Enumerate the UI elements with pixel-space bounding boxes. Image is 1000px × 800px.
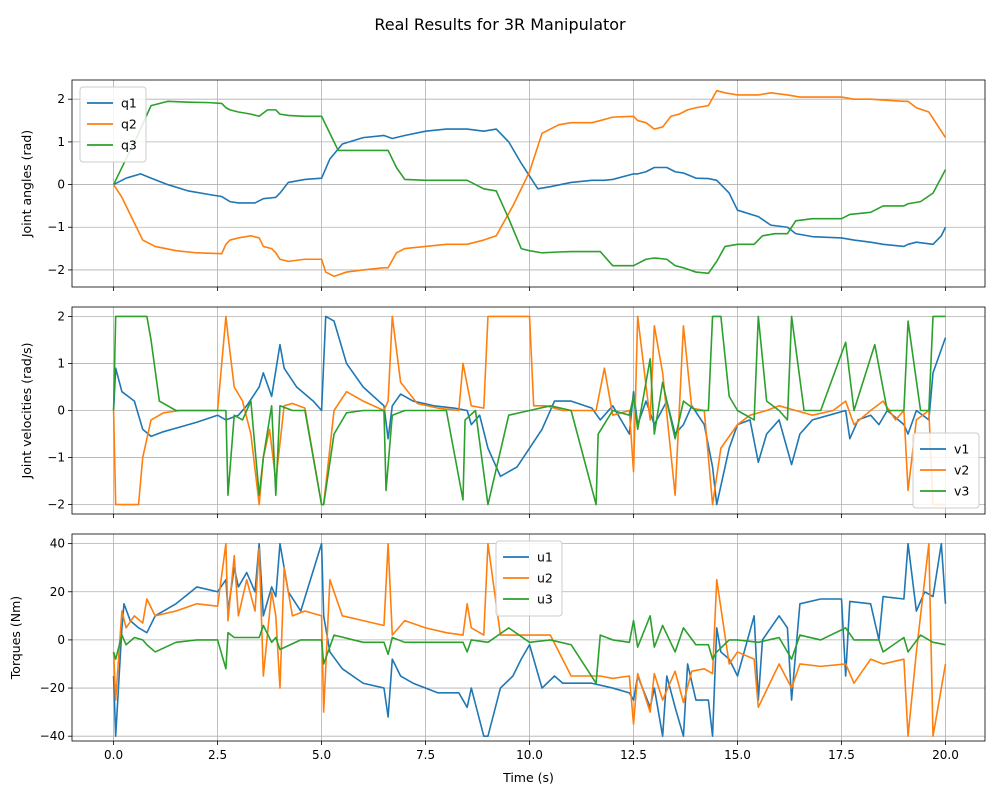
y-tick-label: 0	[57, 178, 65, 192]
series-line-v2	[112, 315, 946, 506]
y-tick-label: 0	[57, 633, 65, 647]
y-tick-label: 20	[50, 585, 65, 599]
series-line-q1	[113, 128, 947, 248]
subplot-2: −2 −1 0 1 2 Joint velocities (rad/s) v1 v2 v3	[19, 306, 986, 518]
legend-label-u3: u3	[537, 592, 553, 607]
x-tick-label: 2.5	[208, 748, 227, 762]
y-tick-label: 40	[50, 537, 65, 551]
y-tick-label: −2	[47, 498, 65, 512]
series-line-v1	[112, 315, 947, 506]
figure-title: Real Results for 3R Manipulator	[374, 15, 626, 34]
legend-label-v2: v2	[954, 463, 969, 478]
subplot-1: −2 −1 0 1 2 Joint angles (rad) q1 q2 q3	[19, 79, 986, 291]
series-line-q3	[112, 100, 947, 275]
legend-label-q1: q1	[121, 96, 137, 111]
y-tick-label: 1	[57, 135, 65, 149]
subplot-3: 0.0 2.5 5.0 7.5 10.0 12.5 15.0 17.5 20.0 −40 −20 0 2…	[8, 533, 986, 785]
x-tick-label: 10.0	[516, 748, 543, 762]
series-line-u1	[112, 542, 947, 737]
series-line-u2	[112, 542, 947, 737]
axes-frame	[71, 79, 986, 288]
y-tick-label: 2	[57, 92, 65, 106]
y-axis-label: Joint angles (rad)	[19, 130, 34, 238]
legend-label-v3: v3	[954, 484, 969, 499]
x-axis-label: Time (s)	[502, 770, 554, 785]
series-line-v3	[112, 315, 946, 506]
x-tick-label: 20.0	[932, 748, 959, 762]
axes-frame	[71, 533, 986, 742]
y-tick-label: −1	[47, 220, 65, 234]
legend-label-q2: q2	[121, 117, 137, 132]
legend-label-u1: u1	[537, 550, 553, 565]
x-tick-label: 5.0	[312, 748, 331, 762]
legend: v1 v2 v3	[912, 432, 980, 509]
y-tick-label: 0	[57, 404, 65, 418]
y-tick-label: −1	[47, 451, 65, 465]
series-line-u3	[112, 615, 946, 685]
x-tick-label: 7.5	[416, 748, 435, 762]
y-tick-label: 1	[57, 356, 65, 370]
x-tick-label: 17.5	[828, 748, 855, 762]
y-tick-label: −2	[47, 263, 65, 277]
legend: q1 q2 q3	[79, 86, 147, 163]
y-tick-label: 2	[57, 309, 65, 323]
series-line-q2	[112, 89, 947, 278]
legend-label-q3: q3	[121, 138, 137, 153]
legend: u1 u2 u3	[495, 540, 563, 617]
y-tick-label: −20	[40, 681, 65, 695]
legend-label-u2: u2	[537, 571, 553, 586]
legend-label-v1: v1	[954, 442, 969, 457]
y-axis-label: Torques (Nm)	[8, 596, 23, 680]
x-tick-label: 12.5	[620, 748, 647, 762]
y-tick-label: −40	[40, 729, 65, 743]
x-tick-label: 15.0	[724, 748, 751, 762]
x-tick-label: 0.0	[104, 748, 123, 762]
y-axis-label: Joint velocities (rad/s)	[19, 343, 34, 480]
subplots-container: −2 −1 0 1 2 Joint angles (rad) q1 q2 q3 −2 −1 0 1 2 Jo…	[8, 79, 986, 785]
